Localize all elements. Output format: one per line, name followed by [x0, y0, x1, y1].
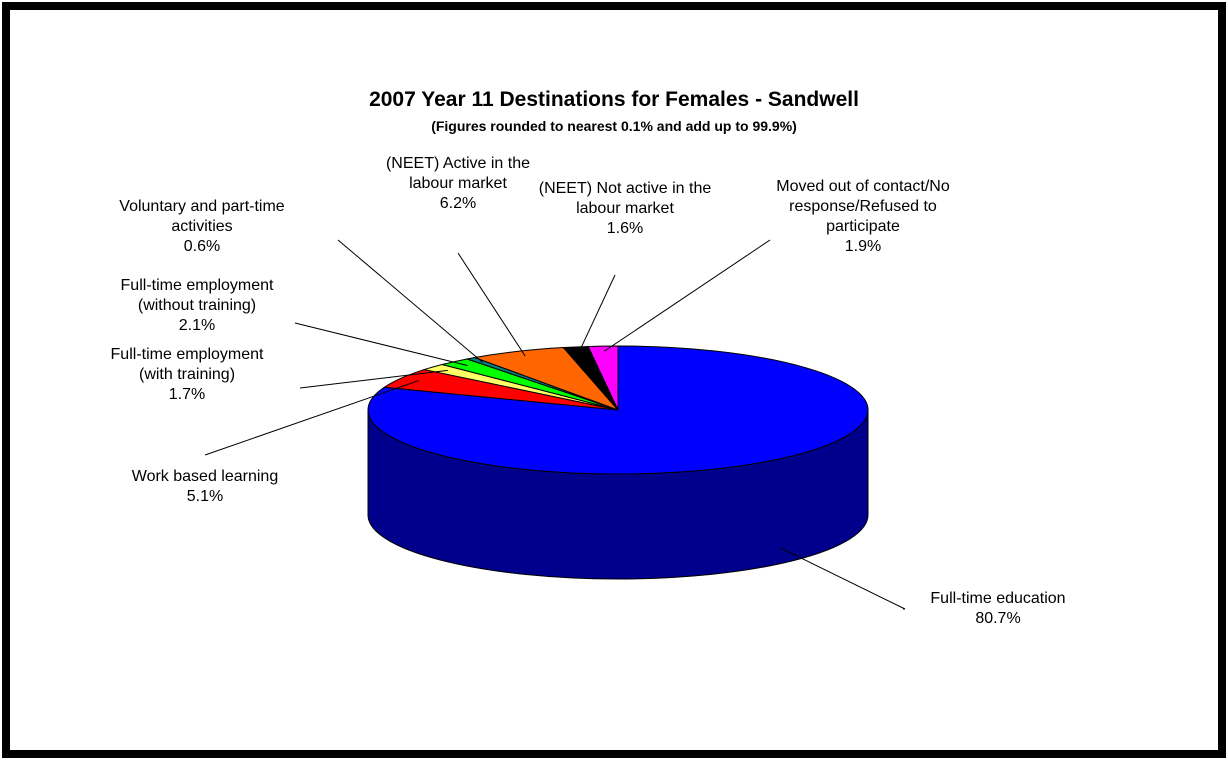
- chart-subtitle: (Figures rounded to nearest 0.1% and add…: [431, 118, 797, 134]
- slice-category-label: Voluntary and part-time: [119, 198, 285, 215]
- slice-category-label: (NEET) Active in the: [386, 155, 530, 172]
- leader-line: [299, 369, 448, 389]
- slice-category-label: Work based learning: [132, 468, 278, 485]
- slice-category-label: response/Refused to: [789, 198, 937, 215]
- slice-value-label: 2.1%: [179, 317, 215, 334]
- slice-value-label: 1.6%: [607, 220, 643, 237]
- slice-category-label: participate: [826, 218, 900, 235]
- slice-category-label: (without training): [138, 297, 256, 314]
- slice-category-label: (with training): [139, 366, 235, 383]
- slice-category-label: labour market: [576, 200, 674, 217]
- slice-value-label: 5.1%: [187, 488, 223, 505]
- leader-line: [779, 547, 906, 610]
- slice-category-label: activities: [171, 218, 232, 235]
- leader-line: [337, 239, 484, 363]
- slice-category-label: Full-time employment: [111, 346, 264, 363]
- leader-line: [578, 274, 616, 353]
- slice-category-label: (NEET) Not active in the: [539, 180, 712, 197]
- chart-title: 2007 Year 11 Destinations for Females - …: [369, 88, 859, 111]
- slice-category-label: Full-time education: [930, 590, 1065, 607]
- slice-value-label: 1.9%: [845, 238, 881, 255]
- slice-value-label: 80.7%: [975, 610, 1020, 627]
- leader-line: [294, 322, 468, 366]
- slice-category-label: Moved out of contact/No: [776, 178, 950, 195]
- leader-line: [457, 252, 526, 357]
- slice-value-label: 6.2%: [440, 195, 476, 212]
- leader-line: [603, 239, 771, 352]
- slice-value-label: 0.6%: [184, 238, 220, 255]
- pie-slice-moved-out-of-contact-no-response-refused-to-participate: [587, 345, 619, 411]
- leader-line: [204, 380, 419, 456]
- slice-value-label: 1.7%: [169, 386, 205, 403]
- slice-category-label: labour market: [409, 175, 507, 192]
- slice-category-label: Full-time employment: [121, 277, 274, 294]
